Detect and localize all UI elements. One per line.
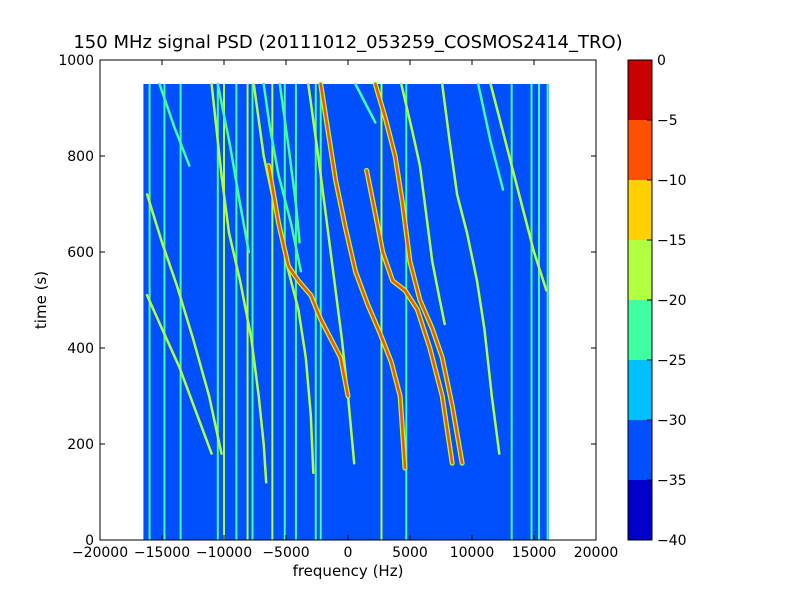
x-tick-label: −20000 xyxy=(72,545,128,561)
x-axis-label: frequency (Hz) xyxy=(293,562,404,580)
signal-track xyxy=(216,82,251,254)
x-tick-label: 10000 xyxy=(450,545,495,561)
x-tick-label: 5000 xyxy=(392,545,428,561)
signal-track xyxy=(252,82,315,475)
chart-title: 150 MHz signal PSD (20111012_053259_COSM… xyxy=(73,32,622,53)
x-tick-label: −10000 xyxy=(196,545,252,561)
y-axis-label: time (s) xyxy=(32,271,50,329)
heatmap-area xyxy=(143,81,549,540)
signal-track xyxy=(210,82,268,484)
colorbar-segment xyxy=(628,60,652,120)
y-tick-label: 800 xyxy=(67,149,94,165)
colorbar-tick-label: 0 xyxy=(657,53,666,69)
colorbar-segment xyxy=(628,480,652,540)
signal-track xyxy=(158,82,191,167)
colorbar-tick-label: −5 xyxy=(657,113,678,129)
y-tick-label: 200 xyxy=(67,437,94,453)
signal-track xyxy=(319,82,407,470)
colorbar-tick-label: −10 xyxy=(657,173,687,189)
colorbar-tick-label: −30 xyxy=(657,413,687,429)
signal-track xyxy=(374,82,464,465)
signal-track xyxy=(354,82,377,124)
colorbar-segment xyxy=(628,180,652,240)
colorbar: 0 −5 −10 −15 −20 −25 −30 −35 −40 xyxy=(627,53,687,549)
x-tick-label: 20000 xyxy=(574,545,619,561)
y-tick-label: 600 xyxy=(67,245,94,261)
signal-track xyxy=(365,169,454,465)
signal-track xyxy=(262,82,303,273)
colorbar-tick-label: −25 xyxy=(657,353,687,369)
colorbar-segment xyxy=(628,300,652,360)
y-axis: 0 200 400 600 800 1000 xyxy=(58,53,596,549)
colorbar-tick-label: −15 xyxy=(657,233,687,249)
x-tick-label: −15000 xyxy=(134,545,190,561)
signal-track xyxy=(440,82,501,455)
colorbar-tick-label: −35 xyxy=(657,473,687,489)
heatmap-background xyxy=(143,84,549,540)
signal-track xyxy=(400,82,446,326)
y-tick-label: 0 xyxy=(85,533,94,549)
colorbar-segment xyxy=(628,240,652,300)
x-tick-label: −5000 xyxy=(262,545,309,561)
colorbar-tick-label: −20 xyxy=(657,293,687,309)
signal-track xyxy=(278,82,301,244)
signal-track xyxy=(489,82,548,292)
signal-track xyxy=(145,293,213,455)
signal-track xyxy=(476,82,505,191)
colorbar-segment xyxy=(628,420,652,480)
x-tick-label: 0 xyxy=(344,545,353,561)
colorbar-tick-label: −40 xyxy=(657,533,687,549)
signal-track xyxy=(145,193,223,455)
signal-track xyxy=(267,164,350,398)
colorbar-segment xyxy=(628,360,652,420)
x-tick-label: 15000 xyxy=(512,545,557,561)
y-tick-label: 1000 xyxy=(58,53,94,69)
y-tick-label: 400 xyxy=(67,341,94,357)
x-axis: −20000 −15000 −10000 −5000 0 5000 10000 15000 20… xyxy=(72,60,618,561)
colorbar-segment xyxy=(628,120,652,180)
